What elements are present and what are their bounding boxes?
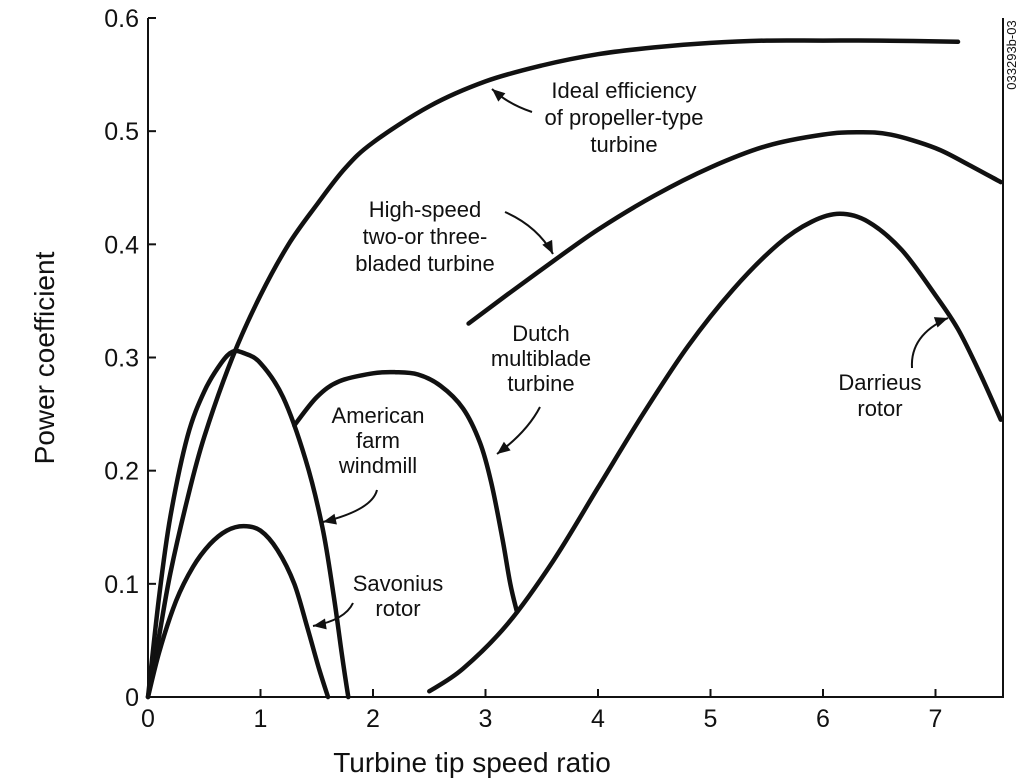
annotation-line: bladed turbine xyxy=(355,251,494,276)
y-tick-label: 0.2 xyxy=(104,458,139,486)
x-tick-label: 0 xyxy=(141,705,155,733)
annotation-dutch: Dutch multiblade turbine xyxy=(491,321,591,396)
x-tick-label: 7 xyxy=(929,705,943,733)
annotation-line: American xyxy=(332,403,425,428)
annotation-line: Darrieus xyxy=(838,370,921,395)
y-tick-label: 0.5 xyxy=(104,118,139,146)
annotation-line: Ideal efficiency xyxy=(551,78,696,103)
arrow-head-icon xyxy=(492,89,506,102)
annotation-line: High-speed xyxy=(369,197,482,222)
annotation-line: farm xyxy=(356,428,400,453)
annotation-line: multiblade xyxy=(491,346,591,371)
x-tick-label: 6 xyxy=(816,705,830,733)
y-tick-label: 0.1 xyxy=(104,571,139,599)
annotation-line: turbine xyxy=(507,371,574,396)
x-tick-label: 1 xyxy=(254,705,268,733)
arrow-head-icon xyxy=(323,513,337,525)
annotation-line: Savonius xyxy=(353,571,444,596)
annotation-american: American farm windmill xyxy=(332,403,425,478)
series-high-speed-line xyxy=(466,130,1004,326)
curves xyxy=(145,38,1004,700)
annotation-line: of propeller-type xyxy=(545,105,704,130)
annotation-line: Dutch xyxy=(512,321,569,346)
series-darrieus-line xyxy=(427,211,1004,694)
annotation-line: turbine xyxy=(590,132,657,157)
series-ideal-line xyxy=(145,38,961,700)
series-savonius-line xyxy=(145,523,331,700)
x-tick-label: 2 xyxy=(366,705,380,733)
annotation-arrow-line xyxy=(910,317,949,369)
y-tick-label: 0.4 xyxy=(104,231,139,259)
y-axis-title: Power coefficient xyxy=(29,251,60,464)
x-tick-label: 3 xyxy=(479,705,493,733)
series-dutch-line xyxy=(292,369,520,615)
annotations: Ideal efficiency of propeller-type turbine… xyxy=(332,78,922,621)
annotation-line: rotor xyxy=(375,596,420,621)
annotation-arrows xyxy=(312,88,949,630)
arrow-head-icon xyxy=(497,441,511,454)
arrow-head-icon xyxy=(313,618,327,630)
y-tick-label: 0.6 xyxy=(104,5,139,33)
x-tick-label: 5 xyxy=(704,705,718,733)
figure-id: 033293b-03 xyxy=(1004,20,1019,89)
series-american-line xyxy=(145,348,351,700)
x-tick-label: 4 xyxy=(591,705,605,733)
y-tick-label: 0.3 xyxy=(104,345,139,373)
arrow-head-icon xyxy=(933,317,948,328)
y-tick-label: 0 xyxy=(125,684,139,712)
annotation-savonius: Savonius rotor xyxy=(353,571,444,621)
annotation-line: two-or three- xyxy=(363,224,488,249)
arrow-head-icon xyxy=(542,239,553,254)
annotation-line: rotor xyxy=(857,396,902,421)
annotation-high-speed: High-speed two-or three-bladed turbine xyxy=(355,197,494,276)
annotation-line: windmill xyxy=(338,453,417,478)
annotation-ideal: Ideal efficiency of propeller-type turbine xyxy=(545,78,704,157)
annotation-darrieus: Darrieus rotor xyxy=(838,370,921,421)
x-axis-title: Turbine tip speed ratio xyxy=(333,747,611,778)
ticks: 0 1 2 3 4 5 6 7 0 0.1 0.2 0.3 0.4 0.5 0.6 xyxy=(104,5,942,733)
